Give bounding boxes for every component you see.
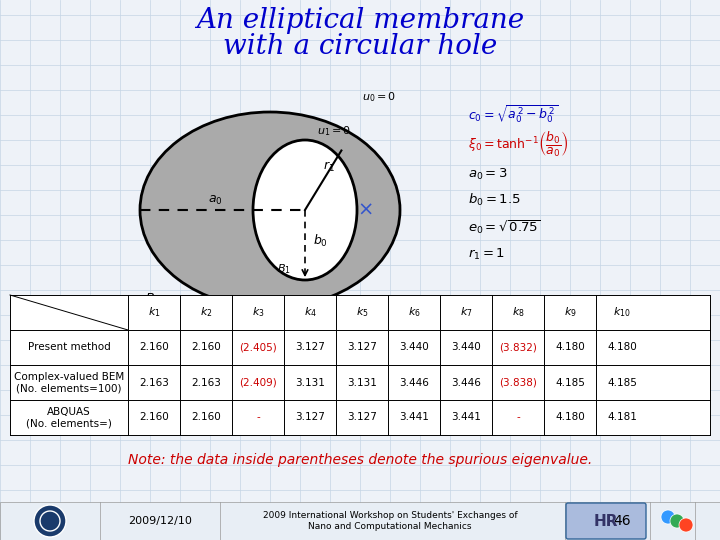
Text: $b_0$: $b_0$ [313, 233, 328, 249]
Text: $B_0$: $B_0$ [145, 292, 161, 307]
Text: $r_1$: $r_1$ [323, 160, 335, 174]
Text: $k_5$: $k_5$ [356, 306, 369, 319]
Text: (3.838): (3.838) [499, 377, 537, 388]
Text: 4.180: 4.180 [607, 342, 637, 353]
Circle shape [670, 514, 684, 528]
Text: (2.409): (2.409) [239, 377, 277, 388]
Text: $k_9$: $k_9$ [564, 306, 577, 319]
Circle shape [34, 505, 66, 537]
Text: $c_0 = \sqrt{a_0^{\,2} - b_0^{\,2}}$: $c_0 = \sqrt{a_0^{\,2} - b_0^{\,2}}$ [468, 104, 558, 125]
Text: $\xi_0 = \tanh^{-1}\!\left(\dfrac{b_0}{a_0}\right)$: $\xi_0 = \tanh^{-1}\!\left(\dfrac{b_0}{a… [468, 130, 569, 159]
Bar [0, 502, 720, 540]
Text: $a_0$: $a_0$ [207, 193, 222, 206]
Text: -: - [516, 413, 520, 422]
Text: 3.127: 3.127 [347, 413, 377, 422]
Text: $r_1 = 1$: $r_1 = 1$ [468, 247, 505, 262]
Text: 2.160: 2.160 [139, 342, 169, 353]
Text: $k_4$: $k_4$ [304, 306, 317, 319]
Text: 3.441: 3.441 [399, 413, 429, 422]
Text: 4.185: 4.185 [555, 377, 585, 388]
Text: 2.160: 2.160 [191, 342, 221, 353]
Ellipse shape [140, 112, 400, 308]
Text: An elliptical membrane: An elliptical membrane [196, 6, 524, 33]
Text: $e_0 = \sqrt{0.75}$: $e_0 = \sqrt{0.75}$ [468, 218, 541, 236]
Text: $\xi = \xi_0$: $\xi = \xi_0$ [325, 310, 358, 324]
Text: 3.127: 3.127 [295, 413, 325, 422]
Circle shape [661, 510, 675, 524]
Text: $k_1$: $k_1$ [148, 306, 161, 319]
Text: 3.127: 3.127 [347, 342, 377, 353]
Text: (2.405): (2.405) [239, 342, 277, 353]
Text: 3.131: 3.131 [295, 377, 325, 388]
Circle shape [679, 518, 693, 532]
Text: $k_6$: $k_6$ [408, 306, 420, 319]
Text: 2.163: 2.163 [191, 377, 221, 388]
Text: $k_{10}$: $k_{10}$ [613, 306, 631, 319]
Text: Present method: Present method [27, 342, 110, 353]
Ellipse shape [253, 140, 357, 280]
Text: $k_3$: $k_3$ [252, 306, 264, 319]
Text: $\times$: $\times$ [357, 200, 373, 219]
Text: -: - [256, 413, 260, 422]
Text: $k_2$: $k_2$ [199, 306, 212, 319]
Text: 3.440: 3.440 [451, 342, 481, 353]
Text: 3.446: 3.446 [399, 377, 429, 388]
Text: 3.131: 3.131 [347, 377, 377, 388]
Text: (3.832): (3.832) [499, 342, 537, 353]
Text: HR: HR [594, 514, 618, 529]
Text: 3.441: 3.441 [451, 413, 481, 422]
Text: 4.180: 4.180 [555, 342, 585, 353]
Text: $B_1$: $B_1$ [277, 262, 291, 276]
Text: 2.163: 2.163 [139, 377, 169, 388]
Text: 3.127: 3.127 [295, 342, 325, 353]
Text: Note: the data inside parentheses denote the spurious eigenvalue.: Note: the data inside parentheses denote… [128, 453, 592, 467]
Bar [10, 295, 710, 435]
Text: Complex-valued BEM
(No. elements=100): Complex-valued BEM (No. elements=100) [14, 372, 124, 393]
Text: 2.160: 2.160 [191, 413, 221, 422]
Text: 2.160: 2.160 [139, 413, 169, 422]
Text: $u_0=0$: $u_0=0$ [362, 90, 396, 104]
Text: 2009 International Workshop on Students' Exchanges of
Nano and Computational Mec: 2009 International Workshop on Students'… [263, 511, 517, 531]
Text: 46: 46 [613, 514, 631, 528]
Text: 4.180: 4.180 [555, 413, 585, 422]
Text: ABQUAS
(No. elements=): ABQUAS (No. elements=) [26, 407, 112, 428]
Text: $a_0 = 3$: $a_0 = 3$ [468, 167, 508, 182]
Text: $k_7$: $k_7$ [459, 306, 472, 319]
FancyBboxPatch shape [566, 503, 646, 539]
Text: $u_1=0$: $u_1=0$ [317, 124, 351, 138]
Text: 3.446: 3.446 [451, 377, 481, 388]
Text: 2009/12/10: 2009/12/10 [128, 516, 192, 526]
Text: 4.185: 4.185 [607, 377, 637, 388]
Text: $b_0 = 1.5$: $b_0 = 1.5$ [468, 192, 521, 208]
Text: $k_8$: $k_8$ [512, 306, 524, 319]
Text: with a circular hole: with a circular hole [223, 32, 497, 59]
Text: 3.440: 3.440 [399, 342, 429, 353]
Text: 4.181: 4.181 [607, 413, 637, 422]
